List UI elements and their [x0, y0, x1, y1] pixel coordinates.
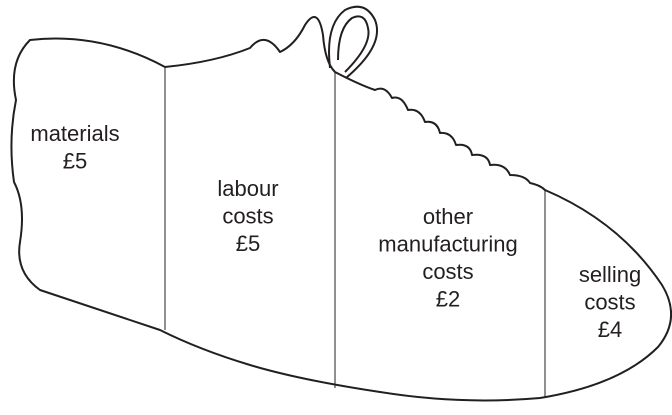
shoe-outline — [11, 17, 671, 400]
section-label: labour — [217, 176, 278, 201]
section-label: other — [423, 204, 473, 229]
section-label: costs — [222, 203, 273, 228]
section-label: £5 — [236, 231, 260, 256]
section-label: £4 — [598, 317, 622, 342]
section-label: materials — [30, 121, 119, 146]
section-label: £2 — [436, 286, 460, 311]
section-label: manufacturing — [378, 231, 517, 256]
shoe-diagram: materials£5labourcosts£5othermanufacturi… — [0, 0, 672, 410]
section-label: £5 — [63, 148, 87, 173]
section-label: costs — [422, 259, 473, 284]
section-label: costs — [584, 289, 635, 314]
shoe-lace-loop-inner — [338, 16, 369, 72]
section-label: selling — [579, 262, 641, 287]
